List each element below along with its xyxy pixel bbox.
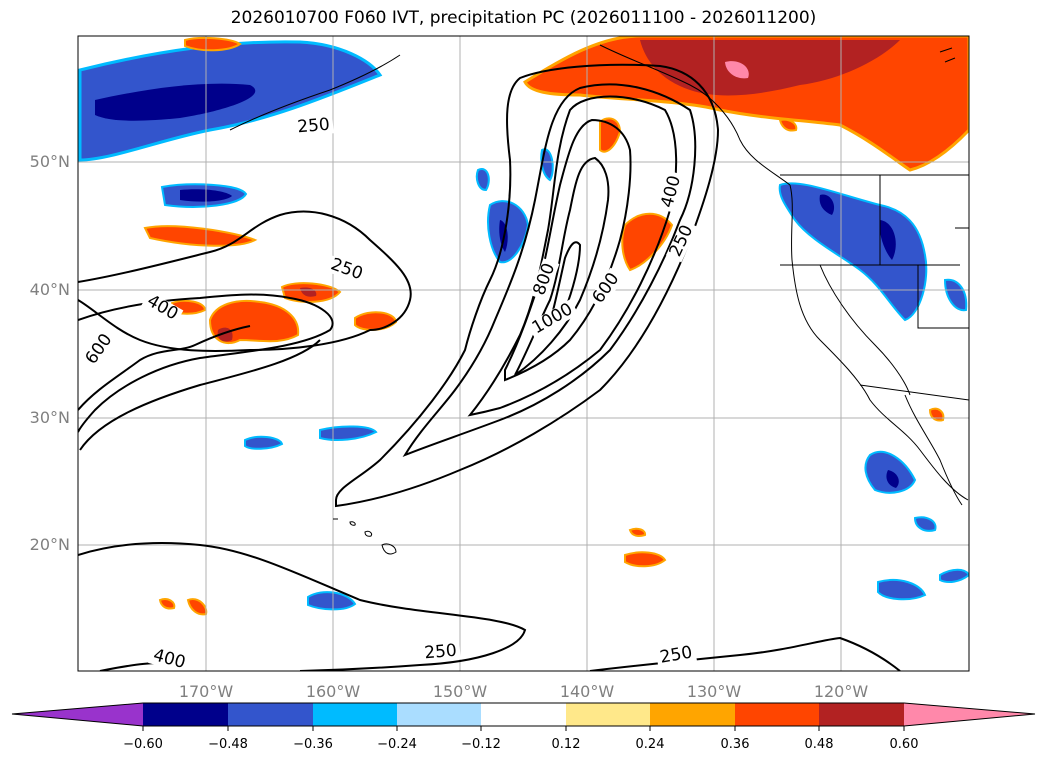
colorbar-bin [143, 703, 228, 726]
contour-label-bg [665, 219, 698, 263]
colorbar-bin [397, 703, 481, 726]
colorbar-tick-label: 0.12 [551, 737, 581, 752]
lat-label-20n: 20°N [29, 535, 70, 554]
colorbar-tick-label: −0.60 [123, 737, 163, 752]
lon-label-130w: 130°W [686, 682, 742, 701]
graticule [78, 36, 969, 671]
contour-label: 250 [424, 641, 458, 664]
coastlines [229, 44, 969, 506]
colorbar-bin [650, 703, 735, 726]
lon-label-150w: 150°W [432, 682, 488, 701]
colorbar-tick-label: 0.36 [720, 737, 750, 752]
colorbar-bin [566, 703, 650, 726]
contour-label-bg [325, 255, 368, 285]
map-title: 2026010700 F060 IVT, precipitation PC (2… [230, 8, 817, 28]
colorbar-bin [313, 703, 397, 726]
colorbar-tick-label: −0.36 [293, 737, 333, 752]
contour-label-bg [658, 170, 685, 213]
colorbar-bin [481, 703, 566, 726]
map-frame [77, 35, 970, 672]
lon-label-140w: 140°W [559, 682, 615, 701]
lon-label-170w: 170°W [178, 682, 234, 701]
colorbar-bin [735, 703, 819, 726]
precip-pos-pacific [143, 117, 945, 616]
contour-label-bg [293, 116, 334, 137]
contour-label: 250 [297, 115, 331, 138]
lon-label-120w: 120°W [813, 682, 869, 701]
colorbar-tick-label: 0.48 [804, 737, 834, 752]
lat-label-40n: 40°N [29, 280, 70, 299]
contour-label-bg [141, 290, 184, 326]
colorbar-bin [228, 703, 313, 726]
colorbar-tick-label: −0.24 [377, 737, 417, 752]
contour-label-bg [526, 299, 579, 339]
precip-neg-western-us [778, 182, 969, 601]
contour-label-bg [655, 643, 697, 668]
contour-label-bg [420, 642, 461, 663]
colorbar-bin [819, 703, 904, 726]
colorbar-tick-label: −0.12 [461, 737, 501, 752]
contour-label-bg [530, 258, 560, 301]
colorbar-extend-left [12, 703, 143, 726]
lon-label-160w: 160°W [305, 682, 361, 701]
lat-label-30n: 30°N [29, 408, 70, 427]
colorbar [11, 702, 1036, 731]
contour-label-bg [81, 328, 118, 371]
lat-label-50n: 50°N [29, 152, 70, 171]
precip-neg-north-pacific [78, 40, 383, 208]
hawaii-islands [333, 518, 397, 555]
colorbar-extend-right [904, 703, 1035, 726]
colorbar-tick-label: 0.60 [889, 737, 919, 752]
colorbar-tick-label: −0.48 [208, 737, 248, 752]
ivt-contours [78, 63, 901, 671]
contour-label-bg [148, 646, 191, 671]
contour-label-bg [588, 267, 625, 310]
colorbar-tick-label: 0.24 [635, 737, 665, 752]
